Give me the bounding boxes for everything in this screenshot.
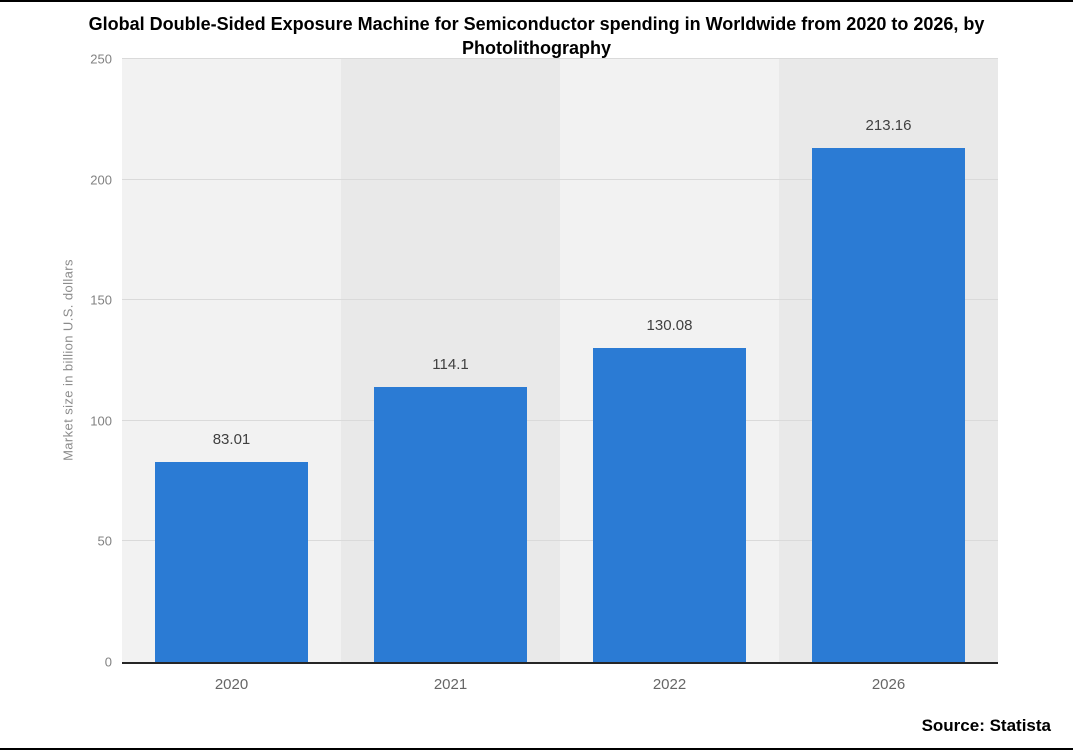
x-tick-label: 2020 [214, 676, 249, 693]
y-tick-label: 50 [97, 533, 112, 549]
category-cell: 83.01 [122, 59, 341, 662]
value-label: 114.1 [432, 355, 469, 373]
bar-2026 [811, 147, 966, 662]
y-tick-label: 100 [90, 413, 112, 429]
category-cell: 213.16 [779, 59, 998, 662]
x-tick-label: 2026 [871, 676, 906, 693]
y-tick-label: 250 [90, 51, 112, 67]
x-axis-labels: 2020 2021 2022 2026 [122, 676, 998, 693]
value-label: 130.08 [646, 317, 693, 335]
value-label: 213.16 [865, 116, 912, 134]
y-tick-label: 200 [90, 172, 112, 188]
bar-2020 [154, 461, 309, 662]
x-tick-label: 2022 [652, 676, 687, 693]
gridline [122, 299, 998, 301]
category-cell: 114.1 [341, 59, 560, 662]
y-axis-ticks: 0 50 100 150 200 250 [76, 52, 112, 670]
gridline [122, 178, 998, 180]
bar-2021 [373, 386, 528, 662]
value-label: 83.01 [212, 430, 251, 448]
y-tick-label: 0 [104, 654, 112, 670]
chart-title: Global Double-Sided Exposure Machine for… [88, 14, 985, 59]
bar-2022 [592, 348, 747, 662]
bar-layer: 83.01 114.1 130.08 213.16 [122, 59, 998, 662]
plot-area: 83.01 114.1 130.08 213.16 [122, 58, 998, 664]
category-cell: 130.08 [560, 59, 779, 662]
source-credit: Source: Statista [921, 716, 1051, 735]
gridline [122, 419, 998, 421]
y-axis-label: Market size in billion U.S. dollars [60, 259, 76, 461]
gridline [122, 58, 998, 59]
x-tick-label: 2021 [433, 676, 468, 693]
y-tick-label: 150 [90, 292, 112, 308]
gridline [122, 540, 998, 542]
